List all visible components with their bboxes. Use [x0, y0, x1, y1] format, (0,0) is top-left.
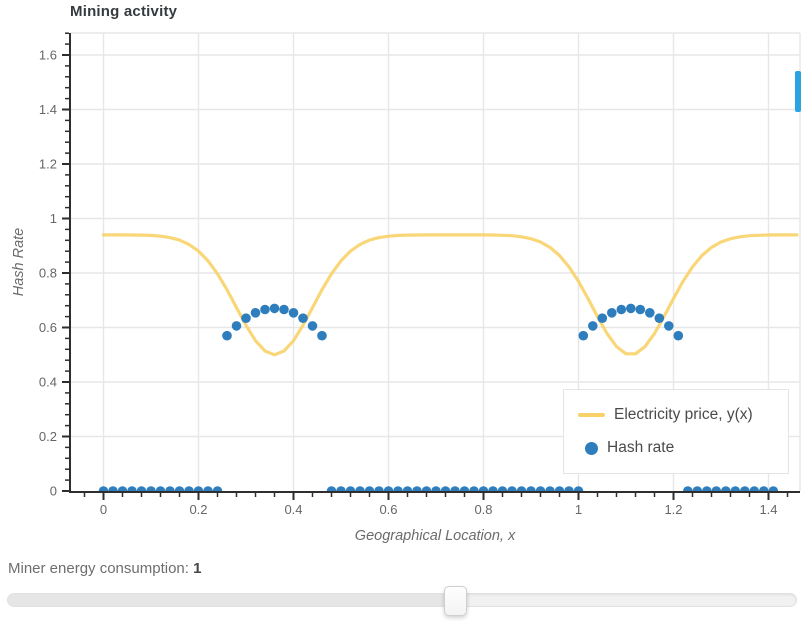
svg-text:0.8: 0.8	[39, 266, 57, 281]
svg-text:0.4: 0.4	[39, 375, 57, 390]
svg-text:0.2: 0.2	[39, 429, 57, 444]
legend-item-electricity-price[interactable]: Electricity price, y(x)	[578, 406, 788, 424]
svg-text:1.2: 1.2	[664, 502, 682, 517]
svg-text:1: 1	[50, 211, 57, 226]
x-axis-label: Geographical Location, x	[354, 528, 516, 544]
svg-text:1.4: 1.4	[39, 102, 57, 117]
y-axis-label: Hash Rate	[11, 227, 27, 297]
legend-label-electricity-price: Electricity price, y(x)	[614, 406, 753, 423]
chart-title: Mining activity	[70, 3, 178, 20]
svg-text:0.6: 0.6	[39, 320, 57, 335]
svg-text:1: 1	[575, 502, 582, 517]
svg-text:0: 0	[50, 484, 57, 499]
svg-text:0: 0	[100, 502, 107, 517]
legend: Electricity price, y(x) Hash rate	[563, 389, 789, 474]
svg-text:0.6: 0.6	[379, 502, 397, 517]
slider-thumb[interactable]	[444, 586, 467, 616]
slider-value: 1	[193, 560, 202, 577]
legend-item-hash-rate[interactable]: Hash rate	[578, 439, 788, 457]
scrollbar-thumb[interactable]	[795, 71, 801, 112]
svg-text:0.2: 0.2	[189, 502, 207, 517]
svg-text:0.4: 0.4	[284, 502, 302, 517]
slider-caption: Miner energy consumption: 1	[8, 560, 201, 577]
dot-swatch-icon	[585, 441, 598, 455]
line-swatch-icon	[578, 413, 605, 417]
energy-consumption-slider[interactable]	[7, 586, 797, 616]
svg-text:1.6: 1.6	[39, 48, 57, 63]
svg-text:1.2: 1.2	[39, 157, 57, 172]
plot-canvas: 0 0.2 0.4 0.6 0.8 1 1.2 1.4 0 0.2 0.4 0.6 0.8 1 1.2 1.4…	[39, 32, 801, 517]
svg-text:0.8: 0.8	[474, 502, 492, 517]
legend-label-hash-rate: Hash rate	[607, 439, 675, 456]
svg-text:1.4: 1.4	[759, 502, 777, 517]
slider-label: Miner energy consumption:	[8, 560, 194, 577]
slider-fill	[8, 594, 445, 606]
